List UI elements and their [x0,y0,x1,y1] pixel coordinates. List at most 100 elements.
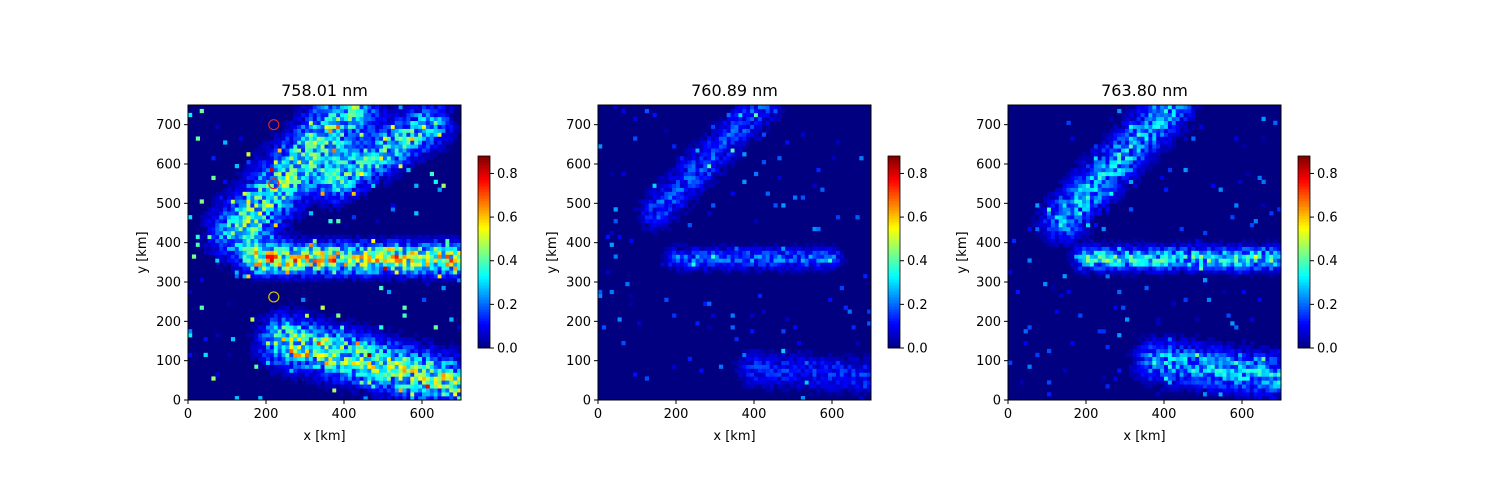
heatmap-cell [429,258,434,263]
heatmap-cell [238,223,243,228]
colorbar-segment [478,219,490,223]
heatmap-cell [308,325,314,330]
heatmap-cell [394,262,399,267]
heatmap-cell [262,360,267,365]
heatmap-cell [242,262,247,267]
heatmap-cell [336,376,341,381]
heatmap-cell [344,160,349,165]
heatmap-cell [281,175,286,181]
heatmap-cell [297,266,302,271]
heatmap-cell [266,219,271,224]
heatmap-cell [1242,384,1247,389]
heatmap-cell [316,341,321,346]
heatmap-cell [344,321,349,326]
heatmap-cell [340,128,345,133]
heatmap-cell [754,384,759,389]
heatmap-cell [1210,344,1215,350]
heatmap-cell [375,372,380,377]
heatmap-cell [445,274,450,279]
heatmap-cell [207,215,212,220]
heatmap-cell [835,388,841,393]
heatmap-cell [328,254,333,259]
heatmap-cell [234,215,239,220]
heatmap-cell [277,274,282,279]
heatmap-cell [219,191,224,196]
heatmap-cell [336,191,341,196]
heatmap-cell [808,250,813,255]
heatmap-cell [336,179,341,184]
heatmap-cell [281,215,286,220]
heatmap-cell [683,179,688,184]
heatmap-cell [695,266,700,271]
heatmap-cell [301,250,306,255]
heatmap-cell [390,384,395,389]
heatmap-cell [1175,270,1180,275]
heatmap-cell [703,140,708,145]
heatmap-cell [1206,364,1212,369]
heatmap-cell [211,199,216,204]
heatmap-cell [1218,360,1223,365]
heatmap-cell [359,372,364,377]
heatmap-cell [859,388,864,393]
heatmap-cell [355,392,360,397]
heatmap-cell [402,144,407,149]
heatmap-cell [750,128,755,133]
heatmap-cell [660,262,665,267]
heatmap-cell [828,246,833,251]
heatmap-cell [1206,348,1212,354]
heatmap-cell [277,305,282,310]
heatmap-cell [457,258,462,263]
heatmap-cell [672,199,677,204]
heatmap-cell [289,187,294,192]
heatmap-cell [230,250,236,255]
heatmap-cell [363,128,368,133]
colorbar-segment [478,156,490,160]
heatmap-cell [363,254,368,259]
colorbar-tick-label: 0.2 [497,298,518,313]
heatmap-cell [277,164,282,169]
heatmap-cell [683,270,688,275]
heatmap-cell [1242,356,1247,361]
heatmap-cell [223,179,228,184]
heatmap-cell [386,352,392,358]
heatmap-cell [437,266,442,271]
heatmap-cell [418,348,423,354]
heatmap-cell [1249,392,1254,397]
heatmap-cell [754,250,759,255]
heatmap-cell [375,156,380,161]
heatmap-cell [250,242,255,247]
heatmap-cell [390,250,395,255]
heatmap-cell [1242,392,1247,397]
heatmap-cell [425,234,431,240]
heatmap-cell [332,156,337,161]
heatmap-cell [293,352,298,358]
heatmap-cell [1148,376,1153,381]
colorbar-segment [478,231,490,235]
heatmap-cell [1245,344,1251,350]
heatmap-cell [1117,333,1122,338]
heatmap-cell [324,344,329,350]
heatmap-cell [410,148,415,153]
heatmap-cell [363,333,368,338]
heatmap-cell [1179,368,1184,373]
heatmap-cell [796,262,802,267]
heatmap-cell [301,321,306,326]
heatmap-cell [351,199,356,204]
heatmap-cell [730,136,735,141]
heatmap-cell [418,392,423,397]
heatmap-cell [1273,380,1278,385]
heatmap-cell [277,234,282,240]
heatmap-cell [820,270,825,275]
heatmap-cell [301,136,306,141]
heatmap-cell [1242,348,1247,354]
heatmap-cell [695,179,700,184]
heatmap-cell [332,148,337,153]
heatmap-cell [1253,376,1258,381]
heatmap-cell [379,238,384,243]
heatmap-cell [425,148,431,153]
heatmap-cell [1171,364,1176,369]
heatmap-cell [301,305,306,310]
heatmap-cell [1152,333,1157,338]
heatmap-cell [316,105,321,110]
heatmap-cell [1156,270,1161,275]
